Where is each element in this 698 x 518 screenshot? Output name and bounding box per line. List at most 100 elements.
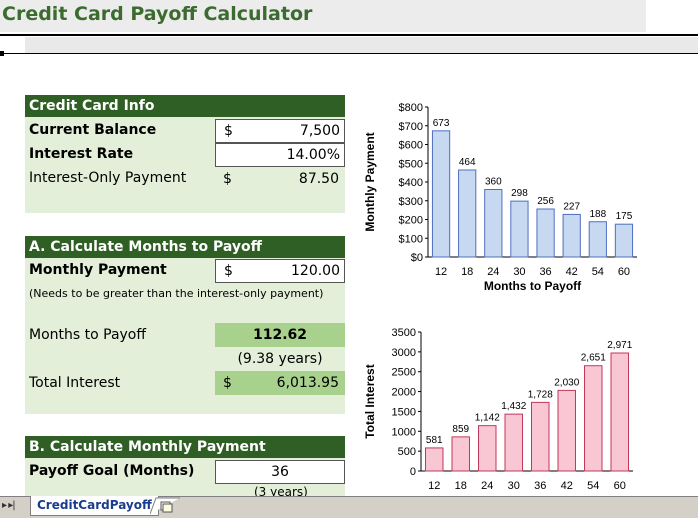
y-tick-label: $400 (399, 177, 423, 189)
interest-only-label: Interest-Only Payment (29, 170, 187, 186)
bar-value-label: 673 (433, 118, 450, 129)
bar (451, 436, 470, 472)
page-title: Credit Card Payoff Calculator (2, 3, 313, 25)
x-tick-label: 18 (455, 480, 467, 492)
current-balance-label: Current Balance (29, 122, 157, 138)
y-tick-label: 1000 (392, 426, 416, 438)
bar-value-label: 1,432 (501, 401, 526, 412)
x-tick-label: 36 (534, 480, 546, 492)
interest-rate-field[interactable]: 14.00% (215, 143, 345, 167)
y-tick-label: 500 (398, 446, 416, 458)
x-tick-label: 12 (435, 266, 447, 278)
total-interest-chart: 0 500 1000 1500 2000 2500 3000 3500 581 12 859 18 1,… (363, 327, 633, 492)
y-tick-label: 2500 (392, 367, 416, 379)
sheet-tab-creditcardpayoff[interactable]: CreditCardPayoff (30, 496, 159, 516)
y-tick-label: $0 (411, 252, 423, 264)
y-axis-title: Total Interest (363, 364, 377, 438)
months-to-payoff-label: Months to Payoff (29, 327, 147, 343)
y-tick-label: 0 (410, 466, 416, 478)
monthly-payment-chart: $0 $100 $200 $300 $400 $500 $600 $700 $800 673 12 4… (363, 102, 637, 293)
payoff-goal-field[interactable]: 36 (215, 460, 345, 484)
bar (588, 221, 607, 258)
row-marker (0, 51, 4, 56)
payoff-goal-years: (3 years) (254, 485, 308, 499)
monthly-payment-note: (Needs to be greater than the interest-o… (29, 287, 324, 300)
currency-symbol: $ (223, 375, 232, 391)
bar (531, 401, 550, 472)
bar (478, 425, 497, 472)
y-tick-label: $500 (399, 158, 423, 170)
bar-value-label: 464 (459, 157, 476, 168)
total-interest-label: Total Interest (29, 375, 121, 391)
bar (510, 200, 529, 258)
bar-value-label: 256 (537, 196, 554, 207)
currency-symbol: $ (224, 123, 233, 139)
bar (584, 365, 603, 472)
x-tick-label: 42 (561, 480, 573, 492)
bar (431, 130, 451, 258)
x-tick-label: 54 (587, 480, 599, 492)
bar (536, 208, 555, 258)
y-tick-label: 2000 (392, 387, 416, 399)
title-rule (0, 34, 698, 36)
x-tick-label: 24 (487, 266, 499, 278)
bar-value-label: 859 (452, 424, 469, 435)
bar (504, 413, 523, 472)
bar (557, 389, 576, 472)
bar (614, 223, 634, 258)
bar-value-label: 2,971 (607, 340, 632, 351)
x-tick-label: 36 (539, 266, 551, 278)
y-axis-title: Monthly Payment (363, 132, 377, 231)
y-tick-label: 3000 (392, 347, 416, 359)
section-b-header: B. Calculate Monthly Payment (25, 436, 345, 458)
x-axis-title: Months to Payoff (484, 279, 582, 293)
interest-only-value: 87.50 (298, 171, 339, 187)
monthly-payment-field[interactable]: $ 120.00 (215, 259, 345, 283)
x-tick-label: 30 (508, 480, 520, 492)
total-interest-value: 6,013.95 (276, 375, 339, 391)
currency-symbol: $ (223, 171, 232, 187)
interest-rate-label: Interest Rate (29, 146, 134, 162)
monthly-payment-value: 120.00 (291, 263, 340, 279)
current-balance-field[interactable]: $ 7,500 (215, 119, 345, 143)
sheet-tab-strip-border (0, 496, 698, 497)
interest-rate-value: 14.00% (286, 147, 340, 163)
y-tick-label: 1500 (392, 406, 416, 418)
x-tick-label: 30 (513, 266, 525, 278)
insert-sheet-icon[interactable] (150, 497, 180, 515)
sheet-tab-strip (0, 496, 698, 518)
interest-only-cell: $ 87.50 (215, 167, 345, 191)
x-tick-label: 60 (618, 266, 630, 278)
bar-value-label: 360 (485, 177, 502, 188)
bar-value-label: 1,142 (475, 413, 500, 424)
payoff-goal-label: Payoff Goal (Months) (29, 463, 195, 479)
months-to-payoff-value: 112.62 (215, 323, 345, 347)
bar (425, 447, 444, 472)
x-tick-label: 24 (481, 480, 493, 492)
header-rule (0, 53, 698, 54)
info-section-header: Credit Card Info (25, 95, 345, 117)
bar-value-label: 175 (616, 211, 633, 222)
current-balance-value: 7,500 (299, 123, 340, 139)
bar-value-label: 581 (426, 435, 443, 446)
y-tick-label: $700 (399, 121, 423, 133)
y-tick-label: $100 (399, 233, 423, 245)
sheet-nav-arrows[interactable]: ▸ ▸| (2, 500, 16, 511)
x-tick-label: 12 (428, 480, 440, 492)
currency-symbol: $ (224, 263, 233, 279)
bar-value-label: 2,651 (581, 353, 606, 364)
bar (562, 213, 581, 258)
y-tick-label: $300 (399, 196, 423, 208)
bar (610, 352, 629, 472)
x-tick-label: 60 (614, 480, 626, 492)
bar-value-label: 1,728 (528, 389, 553, 400)
bar-value-label: 2,030 (554, 377, 579, 388)
bar-value-label: 227 (563, 201, 580, 212)
bar-value-label: 298 (511, 188, 528, 199)
y-tick-label: $600 (399, 140, 423, 152)
bar (458, 169, 477, 258)
header-band (25, 37, 698, 53)
title-bar (0, 0, 646, 32)
months-to-payoff-years: (9.38 years) (237, 351, 323, 367)
bar (484, 189, 503, 258)
